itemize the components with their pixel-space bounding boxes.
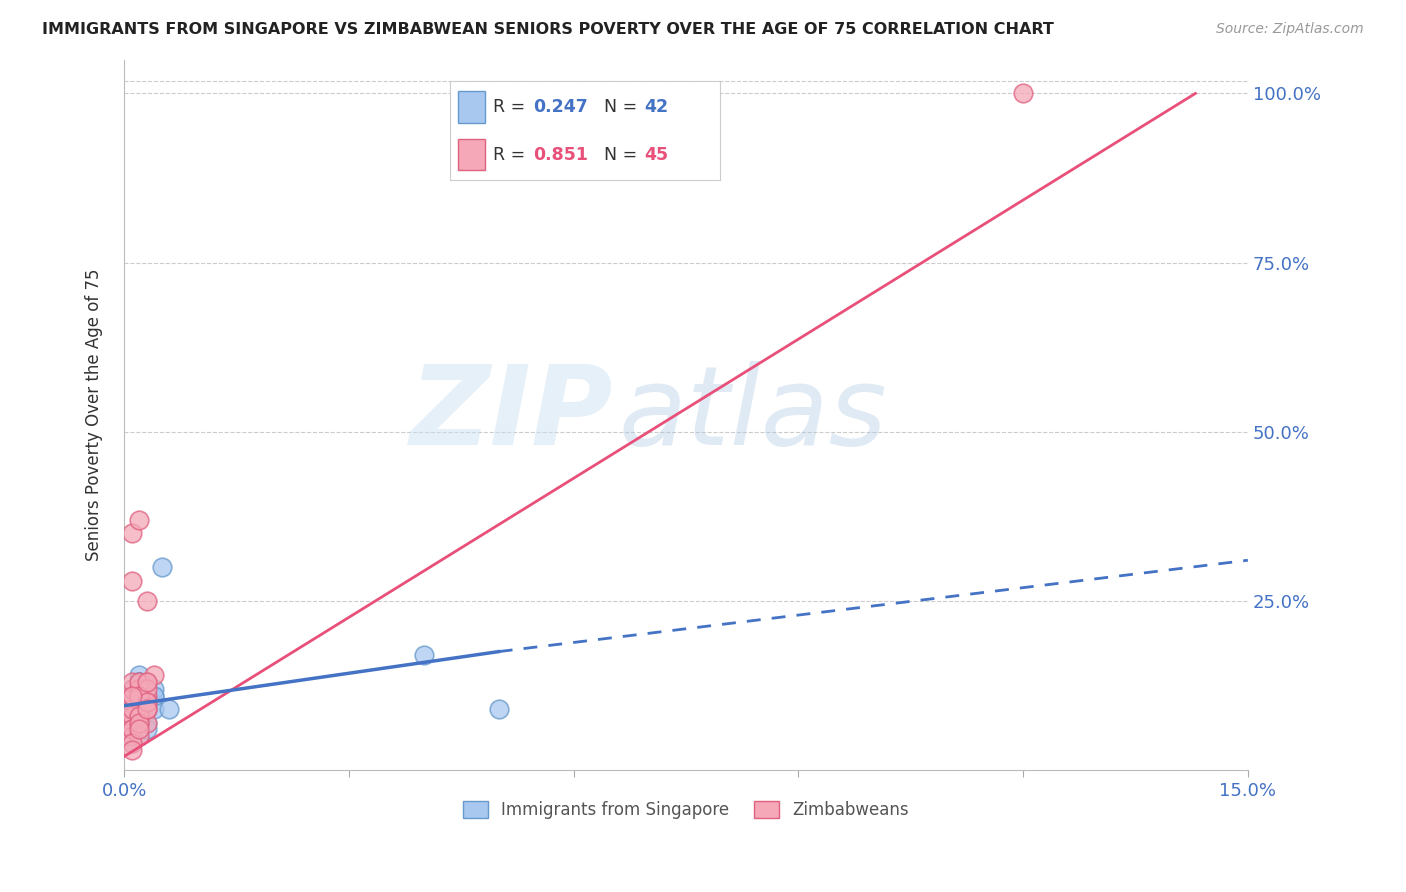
Point: [121, 695, 143, 709]
Point: [135, 702, 157, 716]
Point: [143, 689, 166, 703]
Point: [135, 723, 157, 737]
Point: [128, 675, 150, 690]
Point: [135, 702, 157, 716]
Point: [121, 723, 143, 737]
Point: [135, 702, 157, 716]
Point: [121, 723, 143, 737]
Point: [121, 723, 143, 737]
Point: [143, 689, 166, 703]
Point: [412, 648, 434, 662]
Point: [135, 695, 157, 709]
Text: ZIP: ZIP: [409, 361, 613, 468]
Point: [128, 689, 150, 703]
Point: [121, 715, 143, 730]
Point: [128, 709, 150, 723]
Point: [128, 723, 150, 737]
Point: [135, 675, 157, 690]
Point: [121, 689, 143, 703]
Point: [135, 689, 157, 703]
Point: [121, 702, 143, 716]
Point: [128, 675, 150, 690]
Point: [135, 695, 157, 709]
Point: [128, 513, 150, 527]
Point: [128, 715, 150, 730]
Point: [135, 689, 157, 703]
Point: [121, 526, 143, 541]
Point: [121, 742, 143, 756]
Point: [121, 709, 143, 723]
Point: [135, 702, 157, 716]
Point: [128, 729, 150, 743]
Point: [121, 695, 143, 709]
Point: [121, 702, 143, 716]
Point: [128, 681, 150, 696]
Point: [143, 681, 166, 696]
Point: [121, 709, 143, 723]
Point: [121, 736, 143, 750]
Point: [128, 689, 150, 703]
Point: [121, 736, 143, 750]
Point: [121, 729, 143, 743]
Point: [135, 695, 157, 709]
Point: [128, 675, 150, 690]
Point: [135, 715, 157, 730]
Text: Source: ZipAtlas.com: Source: ZipAtlas.com: [1216, 22, 1364, 37]
Point: [121, 681, 143, 696]
Point: [128, 709, 150, 723]
Point: [121, 709, 143, 723]
Point: [128, 709, 150, 723]
Point: [128, 709, 150, 723]
Text: atlas: atlas: [619, 361, 887, 468]
Point: [128, 702, 150, 716]
Point: [135, 702, 157, 716]
Point: [121, 675, 143, 690]
Point: [128, 715, 150, 730]
Point: [128, 695, 150, 709]
Point: [121, 689, 143, 703]
Point: [135, 675, 157, 690]
Point: [135, 594, 157, 608]
Point: [135, 695, 157, 709]
Point: [128, 689, 150, 703]
Point: [121, 695, 143, 709]
Point: [128, 709, 150, 723]
Point: [121, 574, 143, 588]
Point: [150, 560, 173, 574]
Point: [128, 715, 150, 730]
Y-axis label: Seniors Poverty Over the Age of 75: Seniors Poverty Over the Age of 75: [86, 268, 103, 561]
Point: [128, 715, 150, 730]
Point: [128, 681, 150, 696]
Point: [128, 695, 150, 709]
Point: [121, 689, 143, 703]
Point: [128, 695, 150, 709]
Point: [128, 702, 150, 716]
Point: [128, 709, 150, 723]
Point: [128, 729, 150, 743]
Point: [1012, 87, 1035, 101]
Point: [121, 695, 143, 709]
Point: [128, 668, 150, 682]
Point: [121, 681, 143, 696]
Point: [121, 715, 143, 730]
Point: [128, 715, 150, 730]
Point: [121, 709, 143, 723]
Point: [128, 675, 150, 690]
Legend: Immigrants from Singapore, Zimbabweans: Immigrants from Singapore, Zimbabweans: [456, 794, 915, 826]
Point: [135, 715, 157, 730]
Point: [488, 702, 510, 716]
Point: [128, 681, 150, 696]
Point: [135, 681, 157, 696]
Text: IMMIGRANTS FROM SINGAPORE VS ZIMBABWEAN SENIORS POVERTY OVER THE AGE OF 75 CORRE: IMMIGRANTS FROM SINGAPORE VS ZIMBABWEAN …: [42, 22, 1054, 37]
Point: [121, 681, 143, 696]
Point: [157, 702, 180, 716]
Point: [143, 668, 166, 682]
Point: [143, 702, 166, 716]
